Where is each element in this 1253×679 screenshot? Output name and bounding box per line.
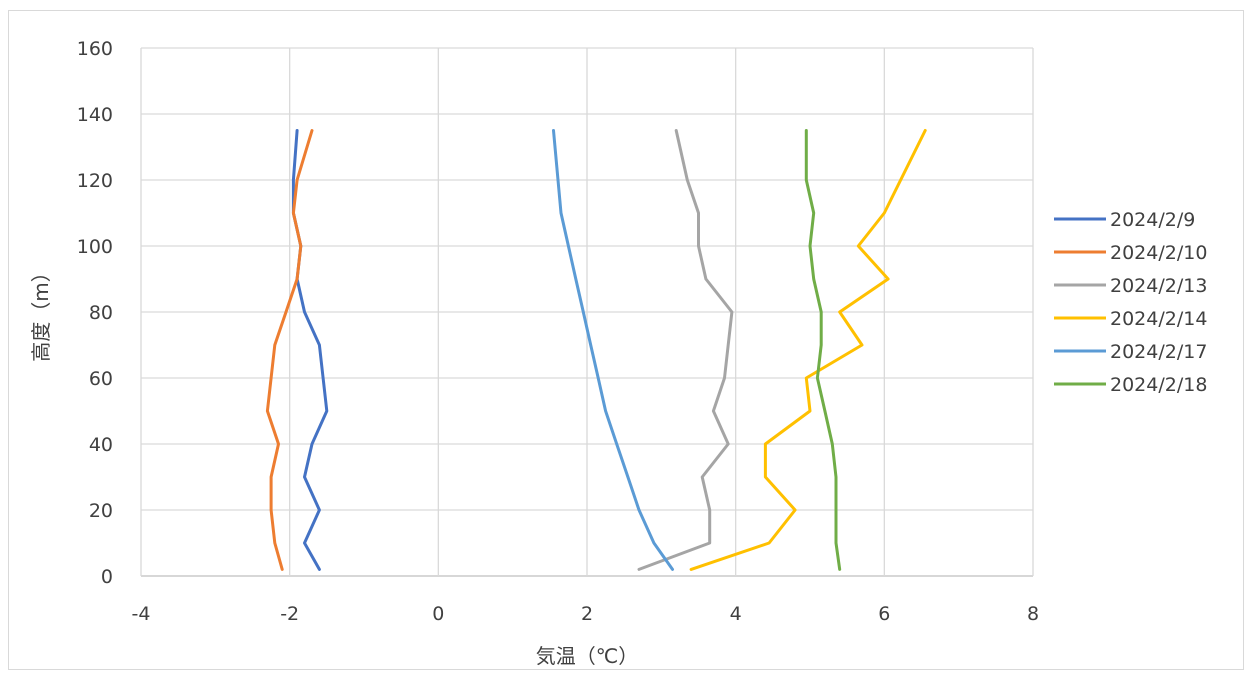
y-axis-title: 高度（m） — [29, 262, 53, 361]
legend-label: 2024/2/14 — [1110, 308, 1207, 330]
legend-label: 2024/2/9 — [1110, 209, 1195, 231]
series-line-2 — [265, 129, 314, 571]
x-axis-title: 気温（℃） — [536, 644, 638, 668]
x-tick-label: 4 — [730, 603, 742, 625]
series-line-5 — [552, 129, 674, 571]
y-tick-label: 0 — [101, 566, 113, 588]
y-tick-label: 80 — [89, 302, 113, 324]
y-tick-label: 20 — [89, 500, 113, 522]
legend: 2024/2/9 2024/2/10 2024/2/13 2024/2/14 2024/… — [1054, 209, 1207, 396]
series-line-1 — [291, 129, 329, 571]
y-tick-label: 140 — [77, 104, 113, 126]
y-tick-label: 100 — [77, 236, 113, 258]
y-tick-label: 60 — [89, 368, 113, 390]
gridlines — [140, 47, 1034, 577]
x-tick-label: -2 — [280, 603, 299, 625]
series-line-6 — [804, 129, 842, 571]
series-lines — [265, 129, 927, 571]
y-tick-label: 40 — [89, 434, 113, 456]
legend-label: 2024/2/10 — [1110, 242, 1207, 264]
series-line-4 — [689, 129, 927, 571]
series-line-3 — [637, 129, 734, 571]
x-tick-label: 0 — [432, 603, 444, 625]
legend-label: 2024/2/17 — [1110, 341, 1207, 363]
tick-labels: 0 20 40 60 80 100 120 140 160 -4 -2 0 2 4 6 8 — [77, 38, 1039, 625]
y-tick-label: 120 — [77, 170, 113, 192]
legend-label: 2024/2/18 — [1110, 374, 1207, 396]
x-tick-label: 8 — [1027, 603, 1039, 625]
legend-label: 2024/2/13 — [1110, 275, 1207, 297]
x-tick-label: -4 — [132, 603, 151, 625]
y-tick-label: 160 — [77, 38, 113, 60]
chart-area — [8, 10, 1244, 670]
x-tick-label: 2 — [581, 603, 593, 625]
x-tick-label: 6 — [878, 603, 890, 625]
